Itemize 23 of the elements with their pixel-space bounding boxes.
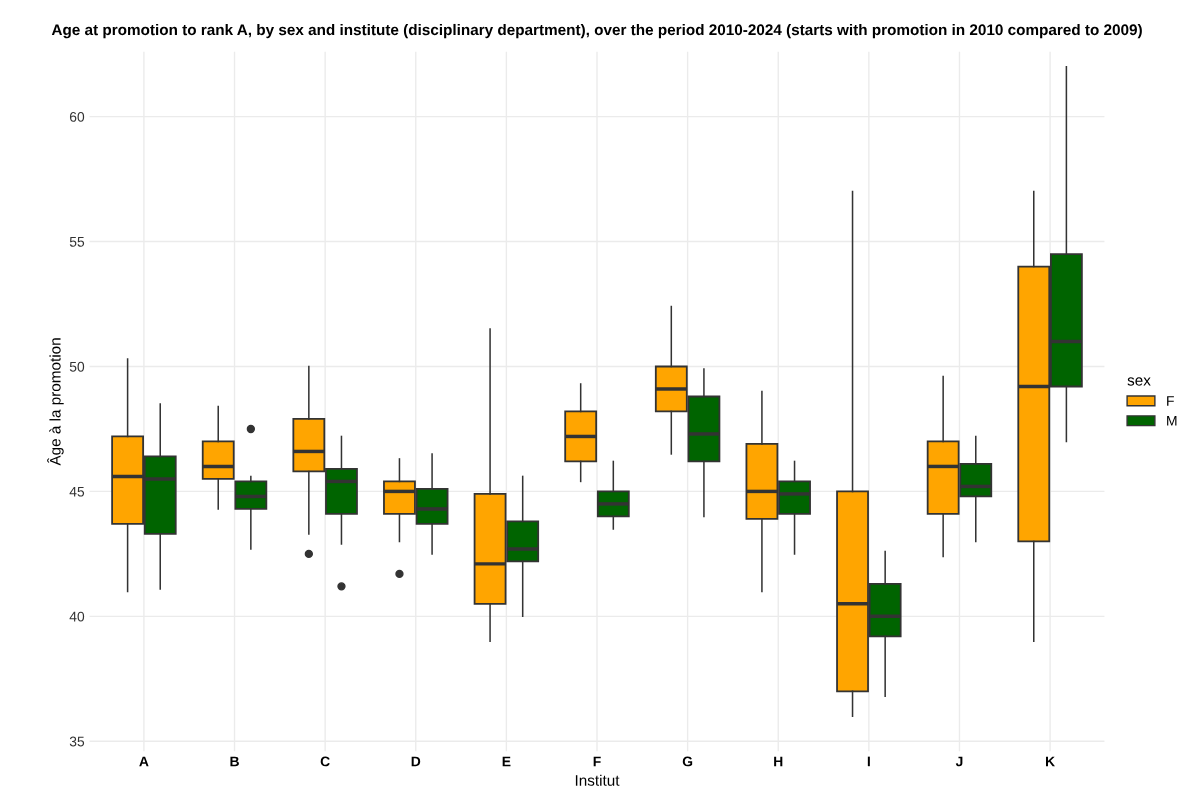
y-tick-label: 40 bbox=[69, 611, 85, 622]
y-tick-label: 55 bbox=[69, 237, 85, 247]
x-tick-label: A bbox=[139, 756, 149, 767]
y-tick-label: 60 bbox=[69, 111, 85, 122]
legend-title: sex bbox=[1127, 377, 1151, 386]
y-tick-label: 35 bbox=[69, 736, 85, 747]
legend-label: F bbox=[1167, 396, 1174, 406]
x-tick-label: G bbox=[682, 756, 693, 767]
legend-label: M bbox=[1167, 416, 1177, 426]
x-tick-label: D bbox=[411, 756, 421, 767]
x-tick-label: E bbox=[502, 756, 511, 767]
x-tick-label: H bbox=[774, 756, 783, 767]
y-axis-title: Âge à la promotion bbox=[47, 338, 64, 466]
y-tick-label: 50 bbox=[69, 361, 85, 372]
x-tick-label: K bbox=[1045, 756, 1055, 767]
x-tick-label: J bbox=[955, 756, 963, 767]
x-tick-label: F bbox=[593, 756, 601, 767]
x-tick-label: B bbox=[230, 756, 239, 767]
x-tick-label: C bbox=[320, 756, 330, 767]
x-tick-label: I bbox=[867, 756, 870, 767]
chart-title: Age at promotion to rank A, by sex and institute (disciplinary department), over the period 2010-2024 (starts with promotion in 2010 compared to 2009) bbox=[51, 23, 1142, 39]
y-tick-label: 45 bbox=[69, 486, 85, 497]
x-axis-title: Institut bbox=[575, 774, 620, 786]
